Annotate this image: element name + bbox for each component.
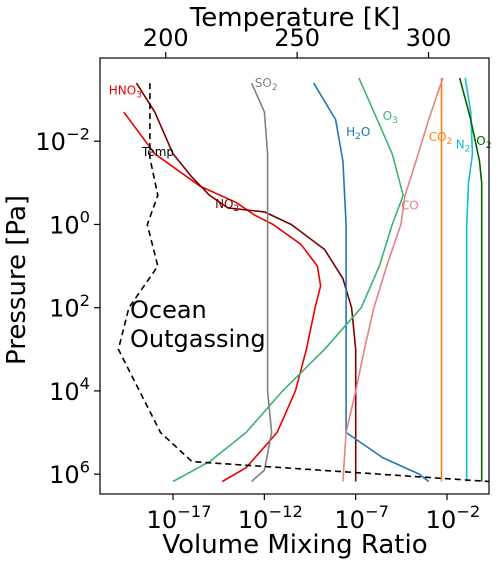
x-tick-label: 10−17	[147, 502, 212, 534]
series-line-o3	[172, 77, 404, 483]
x2-axis-label: Temperature [K]	[189, 3, 400, 33]
x-axis-label: Volume Mixing Ratio	[162, 530, 427, 560]
series-label-h2o: H2O	[346, 125, 370, 142]
y-tick-label: 102	[49, 291, 90, 323]
series-label-co: CO	[401, 198, 419, 212]
y-ticks: 10−2 100 102 104 106	[35, 124, 100, 489]
series-label-o3: O3	[383, 109, 398, 126]
series-line-co	[342, 77, 444, 482]
series-label-hno3: HNO3	[109, 83, 142, 100]
series-label-no2: NO2	[215, 197, 239, 214]
series-line-no2	[135, 82, 357, 482]
temperature-line	[117, 83, 490, 483]
x-tick-label: 10−12	[238, 502, 303, 534]
series-label-so2: SO2	[255, 76, 278, 93]
y-tick-label: 106	[49, 457, 90, 489]
y-tick-label: 10−2	[35, 124, 90, 156]
plot-frame	[99, 57, 490, 495]
y-tick-label: 104	[49, 374, 90, 406]
x2-ticks: 200 250 300	[143, 24, 452, 58]
annotation-line-1: Ocean	[130, 296, 207, 324]
series-line-hno3	[123, 111, 322, 483]
series-line-o2	[458, 77, 483, 482]
series-line-n2	[464, 77, 474, 482]
x2-tick-label: 300	[406, 24, 452, 52]
series-label-co2: CO2	[429, 130, 453, 147]
series-line-h2o	[312, 82, 430, 483]
y-tick-label: 100	[49, 208, 90, 240]
x2-tick-label: 250	[274, 24, 320, 52]
x-tick-label: 10−2	[426, 502, 481, 534]
y-axis-label: Pressure [Pa]	[2, 195, 32, 365]
temperature-label: Temp	[141, 145, 174, 159]
series-label-n2: N2	[456, 138, 471, 155]
x-ticks: 10−17 10−12 10−7 10−2	[147, 494, 481, 534]
series-group	[117, 77, 490, 483]
annotation-line-2: Outgassing	[130, 325, 266, 353]
x2-tick-label: 200	[143, 24, 189, 52]
x-tick-label: 10−7	[334, 502, 389, 534]
series-line-so2	[250, 82, 273, 483]
